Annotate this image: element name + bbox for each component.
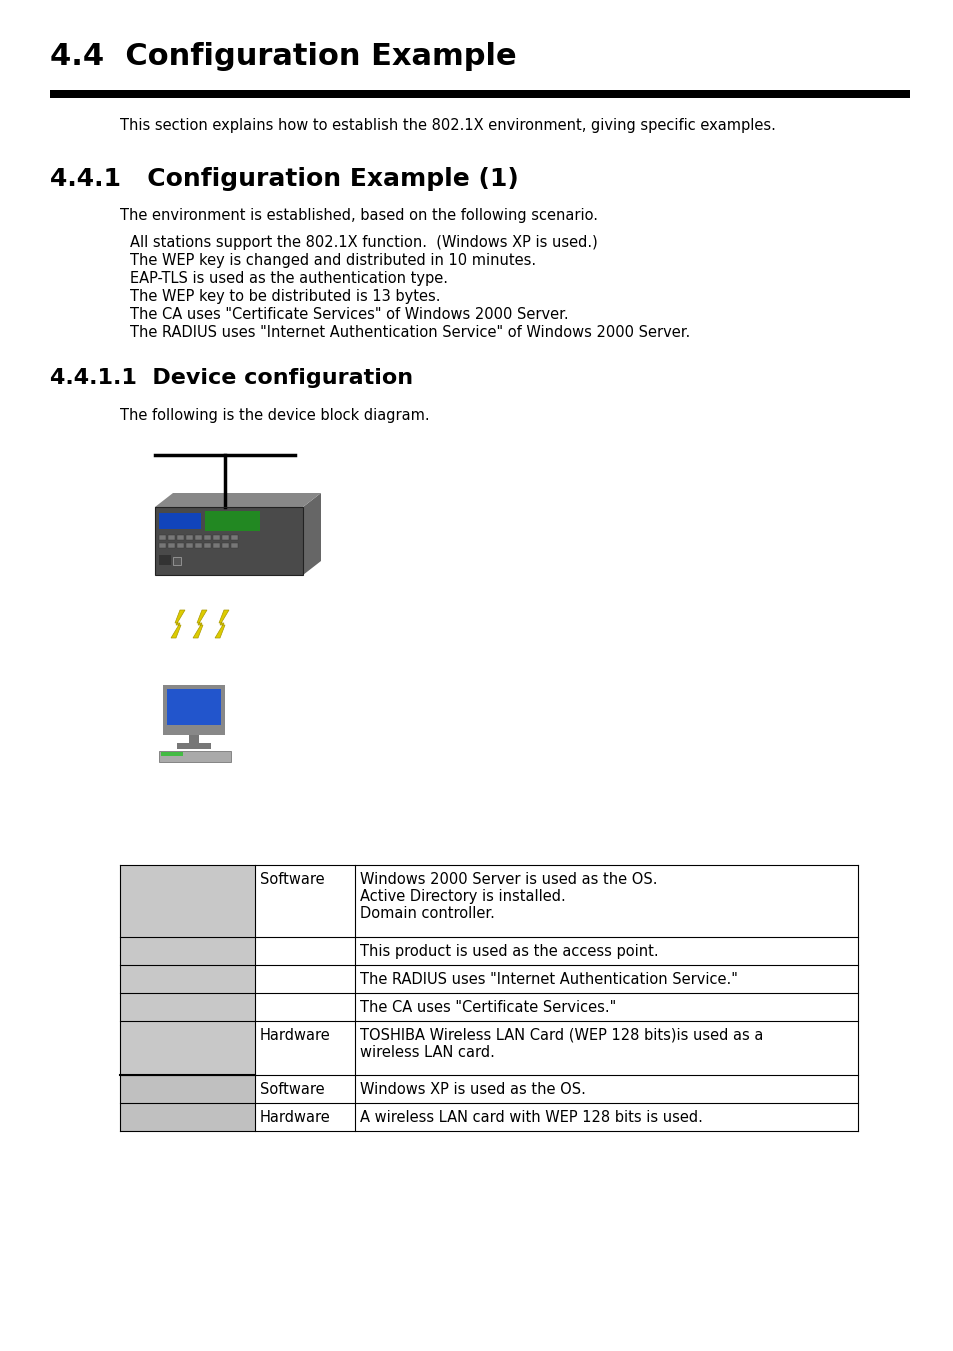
- Text: The environment is established, based on the following scenario.: The environment is established, based on…: [120, 208, 598, 223]
- Text: A wireless LAN card with WEP 128 bits is used.: A wireless LAN card with WEP 128 bits is…: [359, 1111, 702, 1125]
- Bar: [254, 865, 355, 938]
- Text: The RADIUS uses "Internet Authentication Service.": The RADIUS uses "Internet Authentication…: [359, 971, 737, 988]
- Bar: [159, 555, 171, 565]
- Bar: [159, 751, 231, 762]
- Text: 4.4.1   Configuration Example (1): 4.4.1 Configuration Example (1): [50, 168, 518, 190]
- Polygon shape: [154, 493, 320, 507]
- Bar: [213, 543, 220, 549]
- Bar: [50, 91, 909, 99]
- Bar: [231, 535, 237, 540]
- Bar: [204, 543, 211, 549]
- Bar: [222, 535, 229, 540]
- Text: This product is used as the access point.: This product is used as the access point…: [359, 944, 658, 959]
- Bar: [154, 507, 303, 576]
- Text: 4.4.1.1  Device configuration: 4.4.1.1 Device configuration: [50, 367, 413, 388]
- Text: EAP-TLS is used as the authentication type.: EAP-TLS is used as the authentication ty…: [130, 272, 448, 286]
- Bar: [120, 865, 254, 1075]
- Text: The WEP key to be distributed is 13 bytes.: The WEP key to be distributed is 13 byte…: [130, 289, 440, 304]
- Bar: [194, 535, 202, 540]
- Bar: [254, 993, 355, 1021]
- Bar: [168, 543, 174, 549]
- Polygon shape: [303, 493, 320, 576]
- Bar: [186, 543, 193, 549]
- Text: Software: Software: [260, 1082, 324, 1097]
- Text: The WEP key is changed and distributed in 10 minutes.: The WEP key is changed and distributed i…: [130, 253, 536, 267]
- Text: Domain controller.: Domain controller.: [359, 907, 495, 921]
- Bar: [254, 1102, 355, 1131]
- Bar: [177, 743, 211, 748]
- Bar: [355, 865, 857, 938]
- Bar: [355, 993, 857, 1021]
- Bar: [355, 1021, 857, 1075]
- Bar: [213, 535, 220, 540]
- Bar: [254, 1021, 355, 1075]
- Polygon shape: [193, 611, 207, 638]
- Bar: [189, 735, 199, 743]
- Bar: [355, 1102, 857, 1131]
- Bar: [222, 543, 229, 549]
- Text: The CA uses "Certificate Services.": The CA uses "Certificate Services.": [359, 1000, 616, 1015]
- Bar: [168, 535, 174, 540]
- Bar: [167, 689, 221, 725]
- Text: Windows 2000 Server is used as the OS.: Windows 2000 Server is used as the OS.: [359, 871, 657, 888]
- Bar: [120, 1075, 254, 1131]
- Bar: [177, 543, 184, 549]
- Bar: [172, 557, 181, 565]
- Text: The RADIUS uses "Internet Authentication Service" of Windows 2000 Server.: The RADIUS uses "Internet Authentication…: [130, 326, 690, 340]
- Text: The following is the device block diagram.: The following is the device block diagra…: [120, 408, 429, 423]
- Bar: [205, 511, 260, 531]
- Bar: [159, 513, 201, 530]
- Text: All stations support the 802.1X function.  (Windows XP is used.): All stations support the 802.1X function…: [130, 235, 598, 250]
- Bar: [355, 965, 857, 993]
- Text: Active Directory is installed.: Active Directory is installed.: [359, 889, 565, 904]
- Bar: [204, 535, 211, 540]
- Bar: [163, 685, 225, 735]
- Text: wireless LAN card.: wireless LAN card.: [359, 1046, 495, 1061]
- Bar: [154, 507, 303, 576]
- Text: Windows XP is used as the OS.: Windows XP is used as the OS.: [359, 1082, 585, 1097]
- Text: TOSHIBA Wireless LAN Card (WEP 128 bits)is used as a: TOSHIBA Wireless LAN Card (WEP 128 bits)…: [359, 1028, 762, 1043]
- Bar: [231, 543, 237, 549]
- Bar: [161, 753, 183, 757]
- Polygon shape: [214, 611, 229, 638]
- Bar: [254, 1075, 355, 1102]
- Bar: [159, 543, 166, 549]
- Text: This section explains how to establish the 802.1X environment, giving specific e: This section explains how to establish t…: [120, 118, 775, 132]
- Bar: [355, 938, 857, 965]
- Text: Hardware: Hardware: [260, 1111, 331, 1125]
- Polygon shape: [171, 611, 185, 638]
- Text: Software: Software: [260, 871, 324, 888]
- Text: The CA uses "Certificate Services" of Windows 2000 Server.: The CA uses "Certificate Services" of Wi…: [130, 307, 568, 322]
- Bar: [194, 543, 202, 549]
- Bar: [355, 1075, 857, 1102]
- Bar: [177, 535, 184, 540]
- Text: 4.4  Configuration Example: 4.4 Configuration Example: [50, 42, 517, 72]
- Text: Hardware: Hardware: [260, 1028, 331, 1043]
- Bar: [254, 965, 355, 993]
- Text: Magnia: Magnia: [208, 513, 236, 520]
- Bar: [186, 535, 193, 540]
- Bar: [159, 535, 166, 540]
- Bar: [254, 938, 355, 965]
